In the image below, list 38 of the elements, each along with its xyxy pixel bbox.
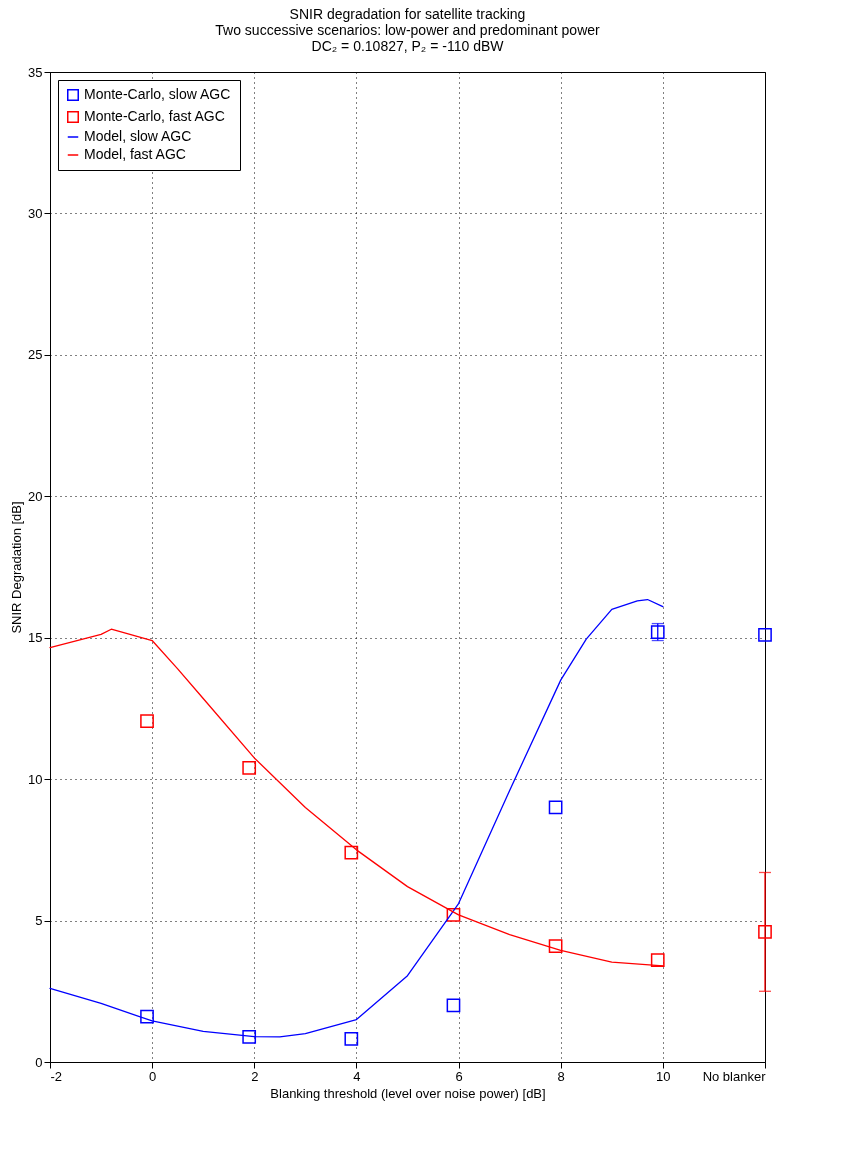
chart-title: SNIR degradation for satellite tracking [289, 6, 526, 22]
point [242, 760, 257, 775]
y-tick-label: 25 [28, 347, 43, 363]
legend-label: Model, fast AGC [84, 146, 186, 162]
legend-label: Model, slow AGC [84, 128, 192, 144]
point [242, 1029, 257, 1044]
y-tick-label: 0 [35, 1054, 43, 1070]
x-tick-label: -2 [50, 1068, 63, 1084]
chart-subtitle: Two successive scenarios: low-power and predominant power DC₂ = 0.10827, P₂ = -110 dBW [215, 22, 601, 54]
point [446, 998, 461, 1013]
x-tick-label: 0 [149, 1068, 157, 1084]
x-tick-label: No blanker [702, 1068, 767, 1084]
x-tick-label: 6 [455, 1068, 463, 1084]
point [650, 953, 665, 968]
x-tick-label: 10 [656, 1068, 671, 1084]
y-tick-label: 5 [35, 913, 43, 929]
x-tick-label: 4 [353, 1068, 361, 1084]
x-axis-title: Blanking threshold (level over noise power) [dB] [270, 1085, 546, 1101]
x-tick-label: 2 [251, 1068, 259, 1084]
y-axis-title: SNIR Degradation [dB] [9, 501, 25, 634]
point [758, 925, 772, 939]
point [548, 939, 563, 953]
y-tick-label: 30 [28, 205, 43, 221]
y-tick-label: 10 [28, 771, 43, 787]
x-tick-label: 8 [557, 1068, 565, 1084]
y-tick-label: 35 [28, 64, 43, 80]
line-series [49, 628, 664, 967]
point [446, 908, 461, 922]
point [344, 1031, 359, 1046]
point [140, 714, 154, 729]
legend-label: Monte-Carlo, slow AGC [84, 86, 231, 102]
point [140, 1009, 154, 1024]
point [548, 800, 563, 815]
point [344, 845, 359, 860]
y-tick-label: 20 [28, 488, 43, 504]
y-tick-label: 15 [28, 630, 43, 646]
legend-label: Monte-Carlo, fast AGC [84, 108, 225, 124]
point [758, 628, 772, 642]
